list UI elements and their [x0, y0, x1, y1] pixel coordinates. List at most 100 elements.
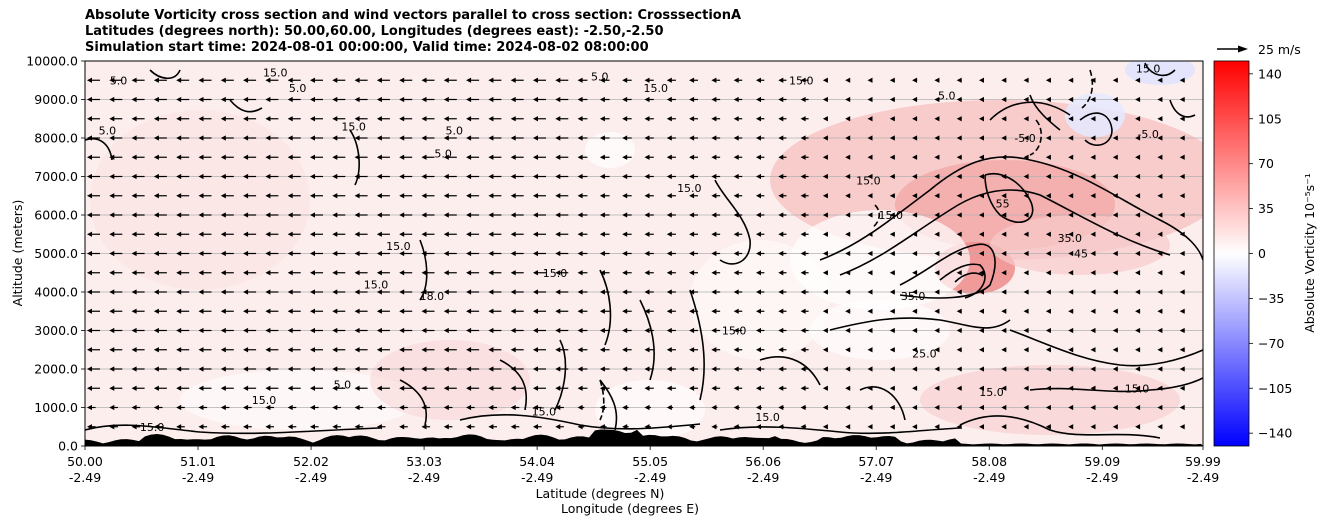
wind-vector — [466, 154, 480, 160]
wind-vector — [287, 404, 297, 411]
contour-line — [499, 359, 527, 411]
wind-vector — [421, 385, 435, 391]
wind-vector — [555, 404, 564, 411]
wind-vector — [622, 231, 632, 237]
wind-vector — [310, 135, 323, 141]
contour-line — [719, 426, 961, 435]
wind-vector — [711, 347, 721, 353]
wind-vector — [1090, 212, 1096, 218]
wind-vector — [466, 308, 480, 314]
wind-vector — [488, 366, 502, 372]
wind-vector — [443, 212, 457, 218]
wind-vector — [889, 116, 895, 122]
wind-vector — [265, 173, 279, 180]
contour-line — [829, 317, 1011, 331]
wind-vector — [510, 250, 524, 257]
wind-vector — [956, 366, 962, 372]
wind-vector — [1112, 250, 1118, 257]
wind-vector — [555, 116, 569, 122]
wind-vector — [265, 135, 279, 141]
wind-vector — [1135, 404, 1141, 411]
wind-vector — [332, 347, 346, 353]
wind-vector — [153, 135, 167, 141]
wind-vector — [778, 173, 787, 180]
wind-vector — [1023, 77, 1029, 83]
wind-vector — [1090, 154, 1096, 160]
wind-vector — [131, 116, 145, 122]
wind-vector — [733, 250, 743, 257]
wind-vector — [822, 231, 828, 237]
wind-vector — [220, 270, 234, 276]
wind-vector — [1001, 308, 1007, 314]
wind-vector — [1090, 289, 1096, 295]
wind-vector — [1135, 289, 1141, 295]
wind-vector — [243, 308, 257, 314]
wind-vector — [979, 173, 984, 180]
wind-vector — [577, 231, 588, 237]
wind-vector — [555, 212, 569, 218]
wind-vector — [510, 327, 524, 334]
wind-vector — [488, 193, 502, 199]
wind-vector — [399, 289, 413, 295]
wind-vector — [176, 116, 190, 122]
wind-vector — [1112, 231, 1118, 237]
x-tick-label-lat: 56.06 — [745, 454, 781, 469]
wind-vector — [689, 231, 699, 237]
wind-vector — [1045, 231, 1051, 237]
wind-vector — [354, 327, 368, 334]
wind-vector — [778, 270, 787, 276]
wind-vector — [733, 270, 743, 276]
wind-vector — [979, 154, 984, 160]
wind-vector — [822, 154, 828, 160]
wind-vector — [488, 404, 497, 411]
wind-vector — [1090, 231, 1096, 237]
wind-vector — [310, 212, 323, 218]
wind-vector — [622, 135, 632, 141]
wind-vector — [800, 347, 809, 353]
wind-vector — [265, 385, 279, 391]
wind-vector — [822, 385, 828, 391]
wind-vector — [533, 308, 546, 314]
wind-vector — [243, 250, 257, 257]
contour-label: 5.0 — [289, 82, 307, 95]
wind-vector — [1179, 327, 1185, 334]
wind-vector — [666, 77, 676, 83]
contour-line — [984, 173, 1034, 224]
wind-vector — [666, 193, 676, 199]
y-tick-label: 3000.0 — [34, 323, 78, 338]
wind-vector — [265, 77, 279, 83]
wind-vector — [376, 77, 390, 83]
wind-vector — [443, 327, 457, 334]
wind-vector — [1157, 77, 1163, 83]
wind-vector — [979, 327, 984, 334]
wind-vector — [198, 116, 212, 122]
wind-vector — [488, 116, 502, 122]
contour-label: 15.0 — [856, 174, 881, 187]
contour-line-negative — [871, 204, 881, 229]
wind-vector — [644, 173, 654, 180]
wind-vector — [756, 154, 765, 160]
wind-vector — [644, 116, 654, 122]
wind-vector — [822, 347, 828, 353]
wind-vector — [287, 77, 301, 83]
wind-vector — [979, 231, 984, 237]
wind-vector — [822, 289, 828, 295]
contour-label: 15.0 — [755, 411, 780, 424]
wind-vector — [689, 154, 699, 160]
wind-vector — [176, 270, 190, 276]
wind-vector — [912, 327, 918, 334]
wind-vector — [778, 366, 787, 372]
wind-vector — [243, 404, 252, 411]
wind-vector — [889, 193, 895, 199]
wind-vector — [265, 193, 279, 199]
wind-vector — [845, 96, 851, 103]
wind-vector — [510, 270, 524, 276]
wind-vector — [421, 308, 435, 314]
wind-vector — [1090, 193, 1096, 199]
wind-vector — [287, 308, 301, 314]
wind-vector — [1068, 308, 1074, 314]
wind-vector — [822, 366, 828, 372]
wind-vector — [466, 327, 480, 334]
wind-vector — [399, 250, 413, 257]
wind-vector — [912, 173, 918, 180]
